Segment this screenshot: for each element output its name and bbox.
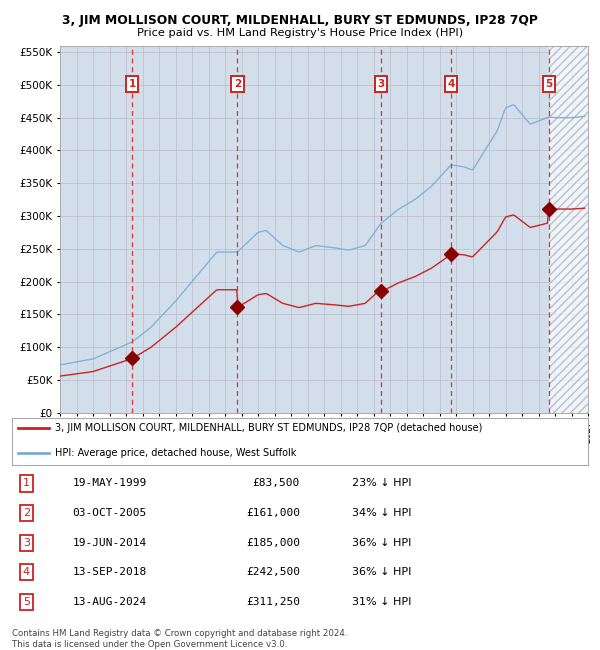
Text: This data is licensed under the Open Government Licence v3.0.: This data is licensed under the Open Gov… xyxy=(12,640,287,649)
Text: 3, JIM MOLLISON COURT, MILDENHALL, BURY ST EDMUNDS, IP28 7QP (detached house): 3, JIM MOLLISON COURT, MILDENHALL, BURY … xyxy=(55,423,482,434)
Text: £185,000: £185,000 xyxy=(246,538,300,548)
Text: 4: 4 xyxy=(23,567,30,577)
Text: 34% ↓ HPI: 34% ↓ HPI xyxy=(352,508,412,518)
Text: £161,000: £161,000 xyxy=(246,508,300,518)
Text: 36% ↓ HPI: 36% ↓ HPI xyxy=(352,538,411,548)
Text: 03-OCT-2005: 03-OCT-2005 xyxy=(73,508,147,518)
Text: 3: 3 xyxy=(23,538,30,548)
Text: 5: 5 xyxy=(23,597,30,607)
Text: 36% ↓ HPI: 36% ↓ HPI xyxy=(352,567,411,577)
Text: HPI: Average price, detached house, West Suffolk: HPI: Average price, detached house, West… xyxy=(55,448,296,458)
Text: 5: 5 xyxy=(545,79,553,89)
Bar xyxy=(549,46,588,413)
Text: 13-AUG-2024: 13-AUG-2024 xyxy=(73,597,147,607)
Bar xyxy=(60,46,588,413)
Text: £83,500: £83,500 xyxy=(253,478,300,488)
Text: 31% ↓ HPI: 31% ↓ HPI xyxy=(352,597,411,607)
Text: 19-MAY-1999: 19-MAY-1999 xyxy=(73,478,147,488)
Text: Price paid vs. HM Land Registry's House Price Index (HPI): Price paid vs. HM Land Registry's House … xyxy=(137,28,463,38)
Text: 3: 3 xyxy=(377,79,385,89)
Text: 1: 1 xyxy=(23,478,30,488)
Text: 4: 4 xyxy=(448,79,455,89)
Text: 3, JIM MOLLISON COURT, MILDENHALL, BURY ST EDMUNDS, IP28 7QP: 3, JIM MOLLISON COURT, MILDENHALL, BURY … xyxy=(62,14,538,27)
Text: 19-JUN-2014: 19-JUN-2014 xyxy=(73,538,147,548)
Text: 1: 1 xyxy=(128,79,136,89)
Text: 23% ↓ HPI: 23% ↓ HPI xyxy=(352,478,412,488)
Text: 2: 2 xyxy=(234,79,241,89)
Text: 13-SEP-2018: 13-SEP-2018 xyxy=(73,567,147,577)
Text: Contains HM Land Registry data © Crown copyright and database right 2024.: Contains HM Land Registry data © Crown c… xyxy=(12,629,347,638)
Text: 2: 2 xyxy=(23,508,30,518)
Text: £311,250: £311,250 xyxy=(246,597,300,607)
Text: £242,500: £242,500 xyxy=(246,567,300,577)
